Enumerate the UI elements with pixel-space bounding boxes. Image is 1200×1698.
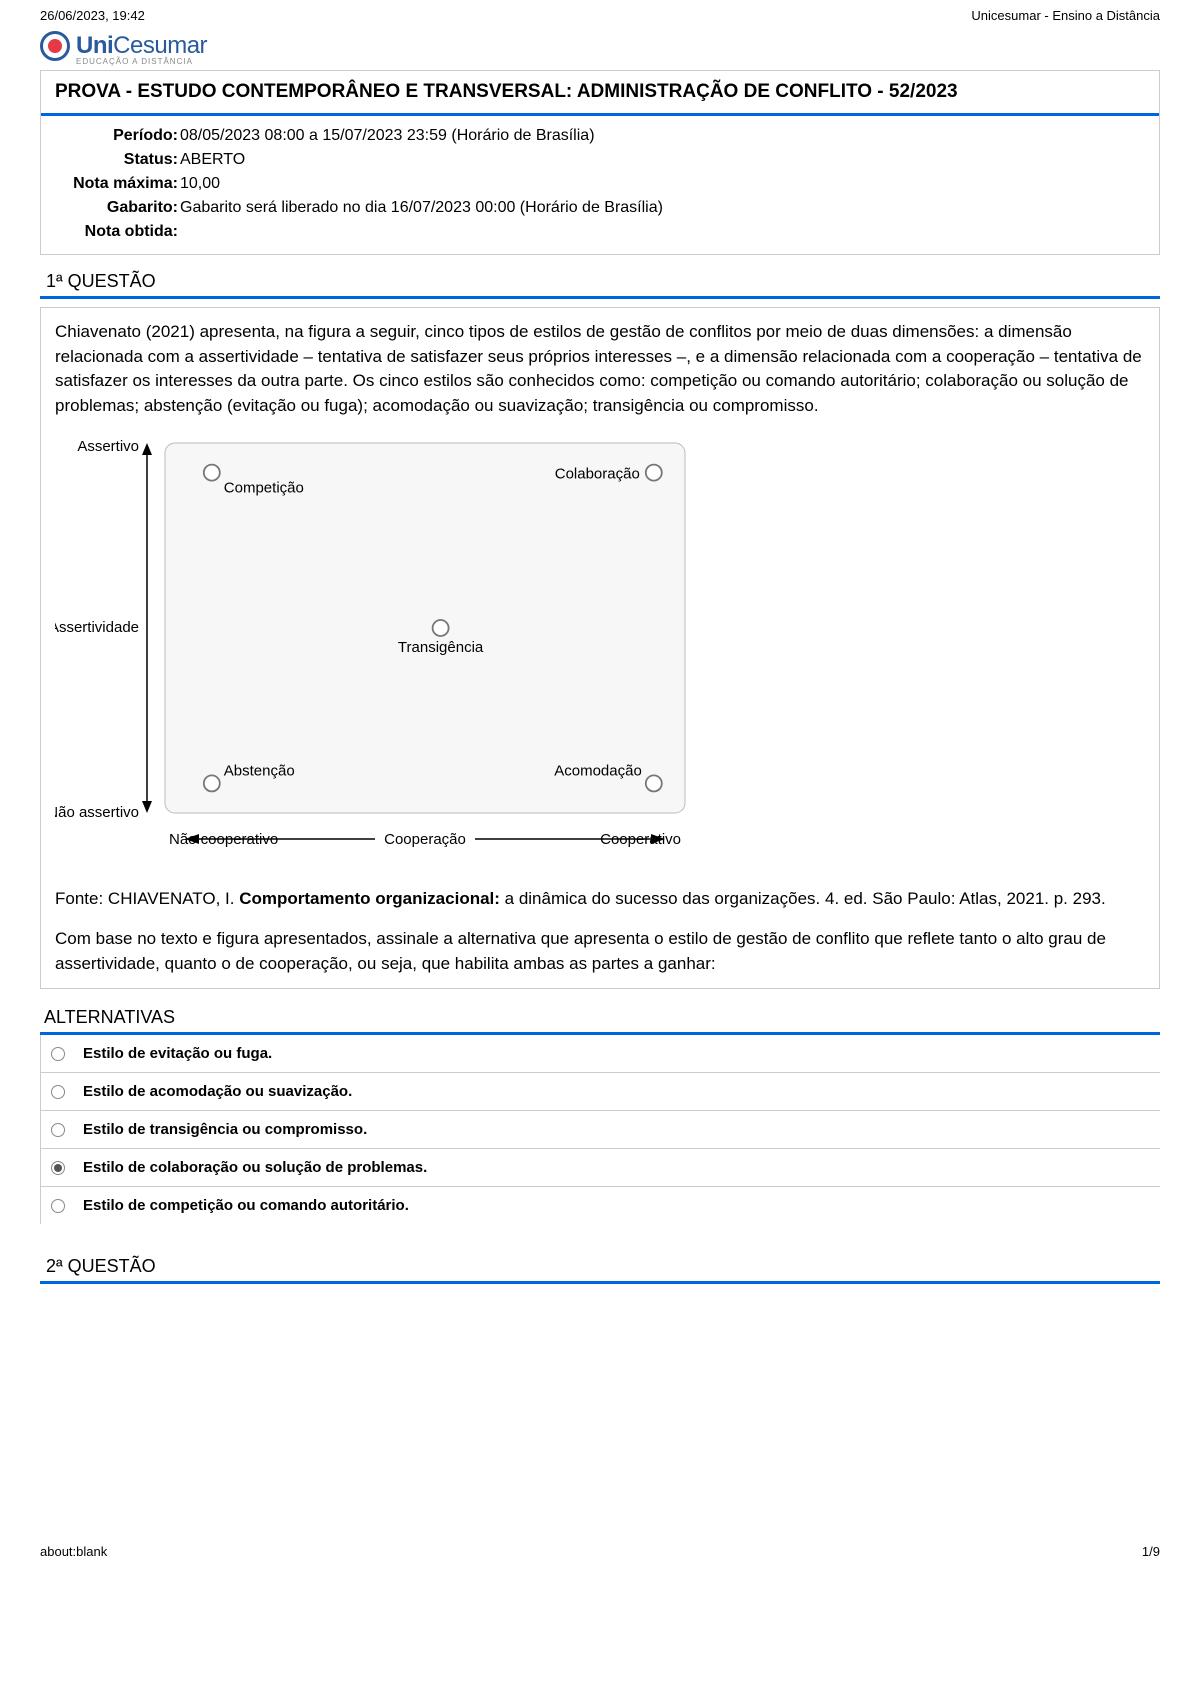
gabarito-value: Gabarito será liberado no dia 16/07/2023… [180,196,1145,220]
alternatives-header: ALTERNATIVAS [40,1003,1160,1035]
nota-obtida-value [180,220,1145,244]
svg-text:Não assertivo: Não assertivo [55,804,139,821]
nota-max-value: 10,00 [180,172,1145,196]
alternatives-list: Estilo de evitação ou fuga. Estilo de aco… [40,1035,1160,1224]
svg-text:Colaboração: Colaboração [555,465,640,482]
source-suffix: a dinâmica do sucesso das organizações. … [500,889,1106,908]
svg-text:Cooperativo: Cooperativo [600,831,681,848]
source-bold: Comportamento organizacional: [239,889,500,908]
alternative-text: Estilo de acomodação ou suavização. [83,1083,352,1100]
periodo-value: 08/05/2023 08:00 a 15/07/2023 23:59 (Hor… [180,124,1145,148]
question-1-body: Chiavenato (2021) apresenta, na figura a… [40,307,1160,989]
logo-bold: Uni [76,32,113,59]
print-header: 26/06/2023, 19:42 Unicesumar - Ensino a … [0,0,1200,27]
exam-title: PROVA - ESTUDO CONTEMPORÂNEO E TRANSVERS… [41,71,1159,116]
diagram-svg: Assertivo Não assertivo Assertividade Não c… [55,433,695,873]
svg-text:Assertivo: Assertivo [77,438,139,455]
alternative-row[interactable]: Estilo de transigência ou compromisso. [41,1111,1160,1149]
site-title: Unicesumar - Ensino a Distância [971,8,1160,23]
alternative-text: Estilo de evitação ou fuga. [83,1045,272,1062]
radio-button[interactable] [51,1161,65,1175]
footer-left: about:blank [40,1544,107,1559]
alternative-row[interactable]: Estilo de evitação ou fuga. [41,1035,1160,1073]
nota-max-label: Nota máxima: [55,172,180,196]
timestamp: 26/06/2023, 19:42 [40,8,145,23]
svg-text:Transigência: Transigência [398,639,484,656]
exam-box: PROVA - ESTUDO CONTEMPORÂNEO E TRANSVERS… [40,70,1160,255]
radio-button[interactable] [51,1123,65,1137]
radio-button[interactable] [51,1047,65,1061]
alternative-text: Estilo de competição ou comando autoritá… [83,1197,409,1214]
question-2-header: 2ª QUESTÃO [40,1252,1160,1284]
logo-tagline: EDUCAÇÃO A DISTÂNCIA [76,57,1160,66]
footer-right: 1/9 [1142,1544,1160,1559]
svg-text:Competição: Competição [224,479,304,496]
svg-text:Assertividade: Assertividade [55,619,139,636]
logo-area: UniCesumar EDUCAÇÃO A DISTÂNCIA [0,27,1200,66]
question-1-para-1: Chiavenato (2021) apresenta, na figura a… [55,320,1145,419]
gabarito-label: Gabarito: [55,196,180,220]
print-footer: about:blank 1/9 [40,1544,1160,1559]
logo-text: UniCesumar [76,32,207,60]
periodo-label: Período: [55,124,180,148]
svg-text:Não cooperativo: Não cooperativo [169,831,278,848]
alternative-text: Estilo de transigência ou compromisso. [83,1121,367,1138]
svg-text:Acomodação: Acomodação [554,762,642,779]
alternative-row[interactable]: Estilo de colaboração ou solução de prob… [41,1149,1160,1187]
question-1-para-2: Com base no texto e figura apresentados,… [55,927,1145,976]
logo-mark-icon [40,31,70,61]
svg-text:Cooperação: Cooperação [384,831,466,848]
nota-obtida-label: Nota obtida: [55,220,180,244]
svg-text:Abstenção: Abstenção [224,762,295,779]
exam-info: Período: 08/05/2023 08:00 a 15/07/2023 2… [41,116,1159,254]
status-label: Status: [55,148,180,172]
logo-rest: Cesumar [113,32,207,59]
radio-button[interactable] [51,1085,65,1099]
alternative-text: Estilo de colaboração ou solução de prob… [83,1159,427,1176]
status-value: ABERTO [180,148,1145,172]
alternative-row[interactable]: Estilo de competição ou comando autoritá… [41,1187,1160,1224]
radio-button[interactable] [51,1199,65,1213]
alternative-row[interactable]: Estilo de acomodação ou suavização. [41,1073,1160,1111]
question-1-header: 1ª QUESTÃO [40,267,1160,299]
figure-source: Fonte: CHIAVENATO, I. Comportamento orga… [55,887,1145,912]
source-prefix: Fonte: CHIAVENATO, I. [55,889,239,908]
conflict-styles-diagram: Assertivo Não assertivo Assertividade Não c… [55,433,695,873]
